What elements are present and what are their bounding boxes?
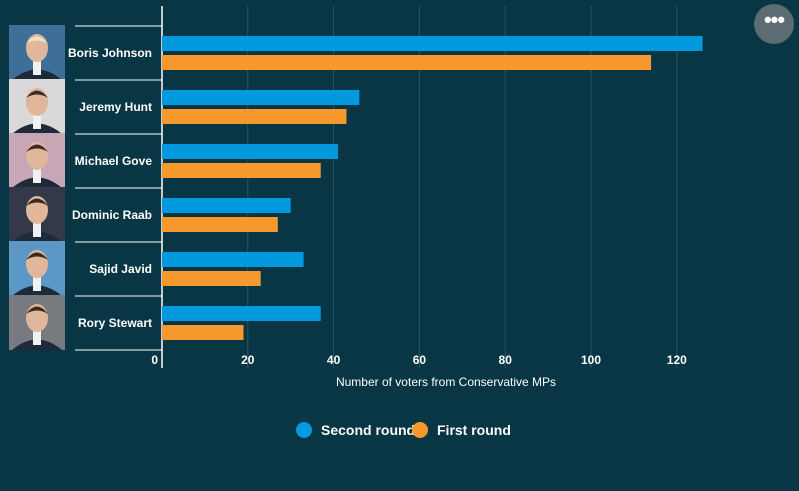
more-horizontal-icon: ••• [763, 7, 785, 32]
x-tick-label: 120 [667, 353, 687, 367]
bar-second-round-rory-stewart[interactable] [162, 306, 321, 321]
x-tick-label: 80 [499, 353, 513, 367]
bar-first-round-michael-gove[interactable] [162, 163, 321, 178]
category-label-rory-stewart: Rory Stewart [78, 316, 152, 330]
portrait-dominic-raab [9, 187, 65, 242]
bar-second-round-jeremy-hunt[interactable] [162, 90, 360, 105]
x-tick-label: 20 [241, 353, 255, 367]
bar-first-round-sajid-javid[interactable] [162, 271, 261, 286]
portrait-michael-gove [9, 133, 65, 188]
x-axis-title: Number of voters from Conservative MPs [336, 375, 556, 389]
bar-first-round-jeremy-hunt[interactable] [162, 109, 347, 124]
legend-label-second-round[interactable]: Second round [321, 422, 415, 438]
portrait-rory-stewart [9, 295, 65, 350]
portrait-boris-johnson [9, 25, 65, 80]
category-label-dominic-raab: Dominic Raab [72, 208, 152, 222]
category-label-boris-johnson: Boris Johnson [68, 46, 152, 60]
bar-first-round-boris-johnson[interactable] [162, 55, 652, 70]
portrait-jeremy-hunt [9, 79, 65, 134]
category-label-jeremy-hunt: Jeremy Hunt [79, 100, 152, 114]
portrait-sajid-javid [9, 241, 65, 296]
bar-second-round-dominic-raab[interactable] [162, 198, 291, 213]
x-tick-label: 40 [327, 353, 341, 367]
legend-marker-first-round[interactable] [412, 422, 428, 438]
chart-menu-button[interactable]: ••• [754, 4, 794, 44]
x-tick-label: 0 [151, 353, 158, 367]
bar-second-round-boris-johnson[interactable] [162, 36, 703, 51]
x-tick-label: 60 [413, 353, 427, 367]
category-label-michael-gove: Michael Gove [75, 154, 153, 168]
bar-second-round-sajid-javid[interactable] [162, 252, 304, 267]
category-label-sajid-javid: Sajid Javid [89, 262, 152, 276]
bar-second-round-michael-gove[interactable] [162, 144, 338, 159]
legend-marker-second-round[interactable] [296, 422, 312, 438]
legend-label-first-round[interactable]: First round [437, 422, 511, 438]
bar-first-round-dominic-raab[interactable] [162, 217, 278, 232]
x-tick-label: 100 [581, 353, 601, 367]
bar-first-round-rory-stewart[interactable] [162, 325, 244, 340]
